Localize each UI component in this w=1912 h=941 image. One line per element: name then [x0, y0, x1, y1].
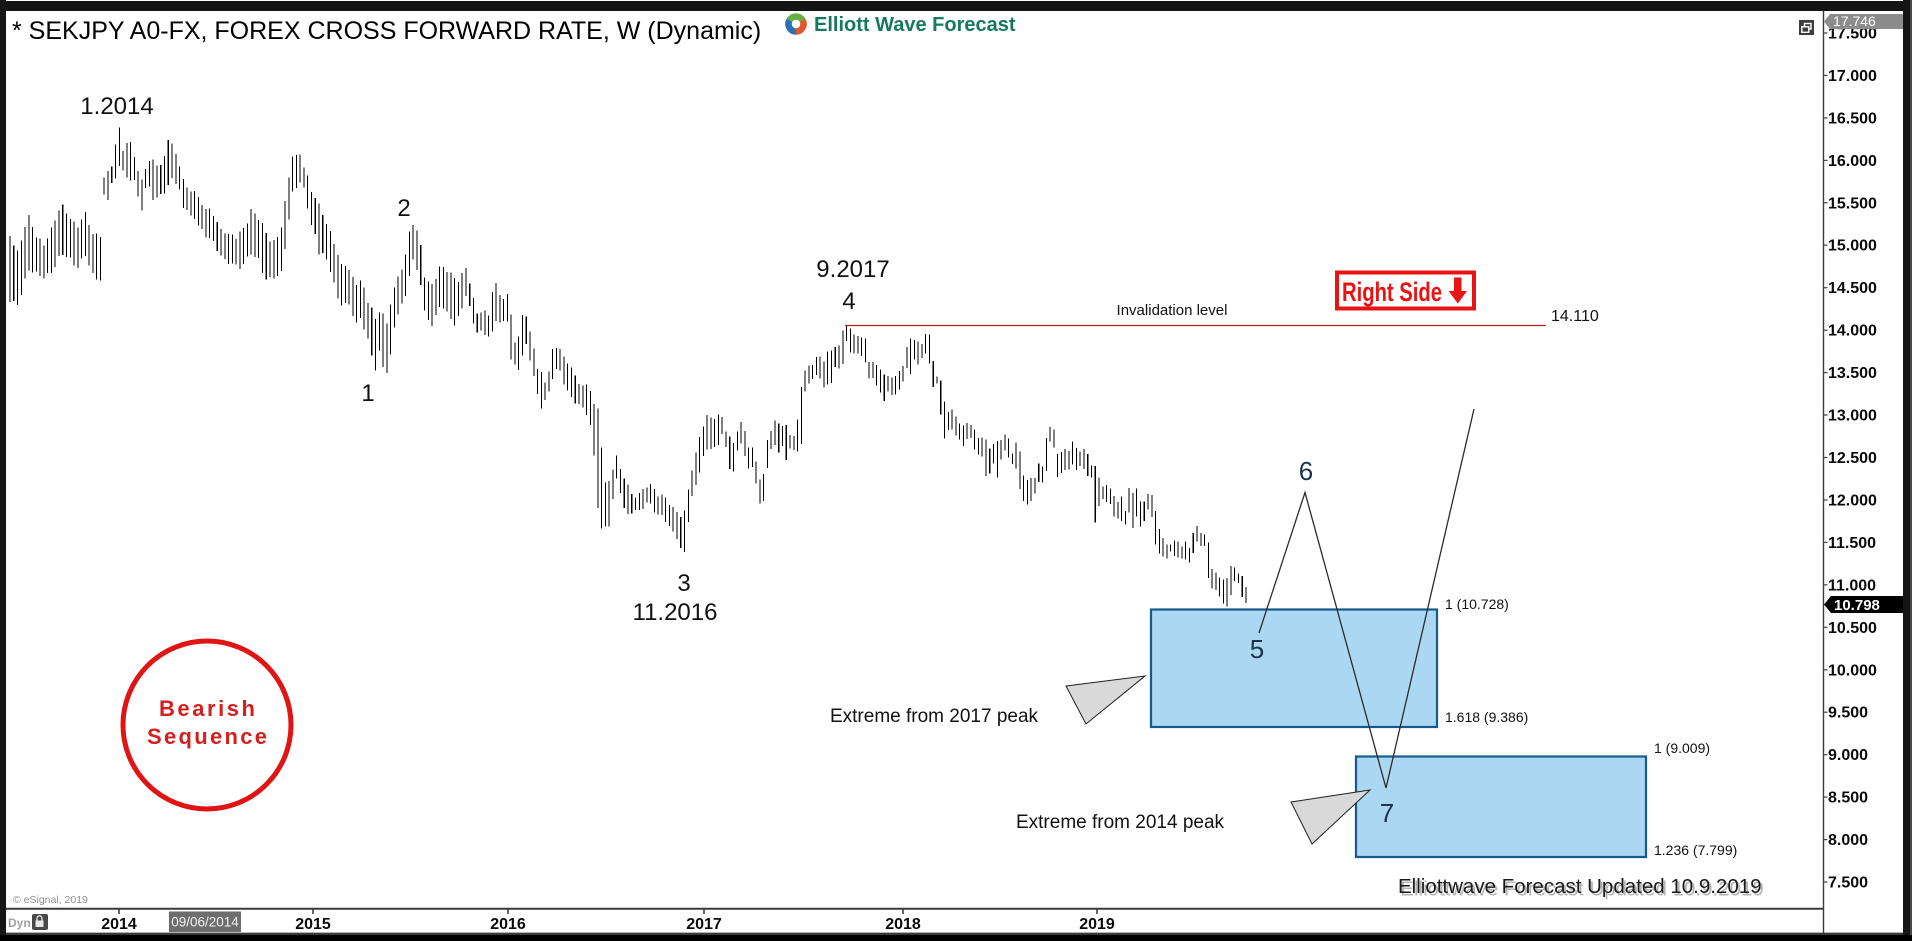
- svg-text:1 (9.009): 1 (9.009): [1654, 740, 1710, 756]
- svg-text:13.000: 13.000: [1828, 408, 1877, 425]
- svg-text:* SEKJPY A0-FX, FOREX CROSS FO: * SEKJPY A0-FX, FOREX CROSS FORWARD RATE…: [12, 17, 761, 45]
- svg-text:16.000: 16.000: [1828, 153, 1877, 170]
- svg-text:15.500: 15.500: [1828, 195, 1877, 212]
- svg-text:11.500: 11.500: [1828, 535, 1876, 552]
- svg-text:1 (10.728): 1 (10.728): [1445, 596, 1509, 612]
- svg-text:16.500: 16.500: [1828, 110, 1877, 127]
- svg-text:2014: 2014: [101, 916, 137, 933]
- svg-text:8.500: 8.500: [1828, 790, 1868, 807]
- svg-text:11.2016: 11.2016: [633, 599, 718, 626]
- svg-text:14.500: 14.500: [1828, 280, 1877, 297]
- svg-text:1: 1: [361, 380, 374, 407]
- svg-text:15.000: 15.000: [1828, 238, 1877, 255]
- svg-text:9.000: 9.000: [1828, 747, 1868, 764]
- svg-text:Elliottwave Forecast Updated 1: Elliottwave Forecast Updated 10.9.2019: [1400, 877, 1764, 900]
- svg-text:7.500: 7.500: [1828, 875, 1868, 892]
- svg-text:17.000: 17.000: [1828, 68, 1877, 85]
- svg-text:Elliott Wave Forecast: Elliott Wave Forecast: [814, 14, 1016, 36]
- svg-text:2018: 2018: [885, 916, 921, 933]
- svg-text:17.500: 17.500: [1828, 26, 1877, 43]
- svg-text:14.110: 14.110: [1551, 308, 1599, 325]
- svg-text:11.000: 11.000: [1828, 577, 1876, 594]
- svg-text:9.500: 9.500: [1828, 705, 1868, 722]
- svg-text:Extreme from 2017 peak: Extreme from 2017 peak: [830, 706, 1039, 727]
- svg-text:13.500: 13.500: [1828, 365, 1877, 382]
- svg-text:10.000: 10.000: [1828, 662, 1877, 679]
- svg-text:2015: 2015: [295, 916, 331, 933]
- svg-text:9.2017: 9.2017: [816, 256, 889, 283]
- svg-text:09/06/2014: 09/06/2014: [171, 915, 239, 930]
- svg-text:2017: 2017: [686, 916, 722, 933]
- svg-text:Invalidation level: Invalidation level: [1117, 302, 1228, 319]
- svg-text:10.798: 10.798: [1834, 597, 1880, 614]
- svg-text:12.500: 12.500: [1828, 450, 1877, 467]
- svg-text:14.000: 14.000: [1828, 323, 1877, 340]
- svg-text:7: 7: [1380, 798, 1394, 828]
- svg-text:© eSignal, 2019: © eSignal, 2019: [13, 894, 88, 906]
- svg-text:10.500: 10.500: [1828, 620, 1877, 637]
- svg-text:2019: 2019: [1079, 916, 1115, 933]
- svg-text:2016: 2016: [490, 916, 526, 933]
- svg-text:Elliottwave Forecast Updated 1: Elliottwave Forecast Updated 10.9.2019: [1398, 875, 1762, 898]
- svg-text:8.000: 8.000: [1828, 832, 1868, 849]
- svg-text:4: 4: [842, 288, 855, 315]
- svg-text:1.2014: 1.2014: [80, 93, 153, 120]
- svg-text:Dyn: Dyn: [8, 916, 31, 930]
- svg-text:3: 3: [677, 570, 690, 597]
- svg-text:Extreme from 2014 peak: Extreme from 2014 peak: [1016, 812, 1225, 833]
- svg-text:2: 2: [397, 195, 410, 222]
- svg-text:Sequence: Sequence: [147, 724, 267, 749]
- svg-text:5: 5: [1250, 634, 1264, 664]
- svg-text:Bearish: Bearish: [159, 696, 255, 721]
- svg-text:1.236 (7.799): 1.236 (7.799): [1654, 842, 1737, 858]
- svg-text:12.000: 12.000: [1828, 493, 1877, 510]
- svg-text:6: 6: [1299, 456, 1313, 486]
- svg-text:1.618 (9.386): 1.618 (9.386): [1445, 709, 1528, 725]
- svg-text:17.746: 17.746: [1833, 13, 1876, 29]
- svg-text:Right Side: Right Side: [1342, 277, 1442, 307]
